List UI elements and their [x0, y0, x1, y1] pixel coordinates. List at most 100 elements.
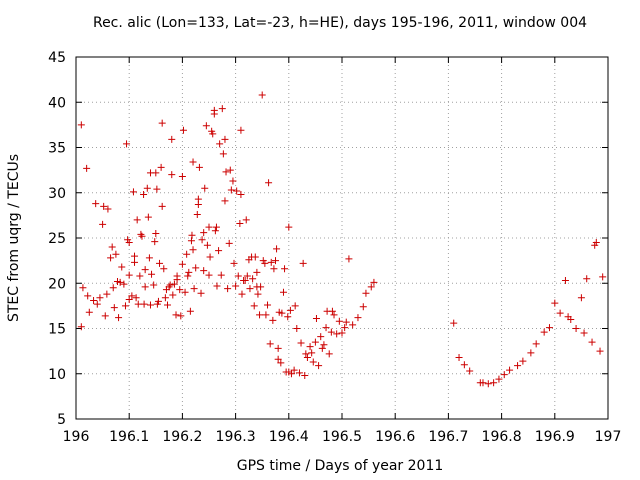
data-point — [287, 307, 294, 314]
data-point — [94, 301, 101, 308]
data-point — [92, 200, 99, 207]
data-point — [599, 273, 606, 280]
data-point — [109, 244, 116, 251]
data-point — [581, 330, 588, 337]
data-point — [99, 221, 106, 228]
data-point — [293, 325, 300, 332]
data-point — [177, 312, 184, 319]
data-point — [490, 379, 497, 386]
data-point — [213, 282, 220, 289]
data-point — [257, 283, 264, 290]
x-tick-label: 196.1 — [109, 429, 149, 445]
data-point — [238, 291, 245, 298]
data-point — [134, 216, 141, 223]
data-point — [557, 310, 564, 317]
data-point — [331, 311, 338, 318]
y-tick-label: 45 — [48, 50, 66, 66]
data-point — [272, 257, 279, 264]
data-point — [485, 380, 492, 387]
data-point — [146, 254, 153, 261]
data-point — [285, 224, 292, 231]
data-point — [152, 230, 159, 237]
data-point — [267, 340, 274, 347]
data-point — [254, 291, 261, 298]
y-tick-label: 5 — [57, 412, 66, 428]
data-point — [79, 284, 86, 291]
data-point — [211, 111, 218, 118]
data-point — [268, 259, 275, 266]
data-point — [207, 254, 214, 261]
data-point — [184, 273, 191, 280]
data-point — [179, 261, 186, 268]
data-point — [450, 320, 457, 327]
data-point — [317, 333, 324, 340]
x-tick-label: 196.5 — [322, 429, 362, 445]
data-point — [187, 308, 194, 315]
data-point — [292, 302, 299, 309]
data-point — [220, 150, 227, 157]
data-point — [206, 272, 213, 279]
data-point — [90, 297, 97, 304]
data-point — [213, 224, 220, 231]
data-point — [546, 324, 553, 331]
data-point — [275, 345, 282, 352]
data-point — [265, 179, 272, 186]
data-point — [323, 324, 330, 331]
data-point — [174, 273, 181, 280]
data-point — [86, 309, 93, 316]
data-point — [280, 289, 287, 296]
data-point — [185, 269, 192, 276]
data-point — [336, 318, 343, 325]
data-point — [204, 242, 211, 249]
data-point — [597, 348, 604, 355]
x-tick-label: 196.7 — [428, 429, 468, 445]
data-point — [231, 260, 238, 267]
x-tick-label: 196.3 — [216, 429, 256, 445]
data-point — [141, 301, 148, 308]
data-point — [102, 312, 109, 319]
data-point — [237, 127, 244, 134]
data-point — [159, 120, 166, 127]
data-point — [78, 323, 85, 330]
data-point — [589, 339, 596, 346]
data-point — [246, 285, 253, 292]
data-point — [273, 245, 280, 252]
data-point — [312, 339, 319, 346]
x-axis-label: GPS time / Days of year 2011 — [237, 458, 444, 474]
data-point — [310, 358, 317, 365]
data-point — [229, 177, 236, 184]
data-point — [188, 232, 195, 239]
data-point — [122, 302, 129, 309]
data-point — [144, 185, 151, 192]
data-point — [302, 350, 309, 357]
grid-lines — [76, 57, 608, 419]
data-point — [151, 238, 158, 245]
data-point — [233, 187, 240, 194]
data-point — [158, 164, 165, 171]
data-point — [221, 197, 228, 204]
data-point — [308, 349, 315, 356]
data-point — [168, 171, 175, 178]
y-tick-label: 40 — [48, 95, 66, 111]
x-tick-label: 196.2 — [162, 429, 202, 445]
data-point — [216, 140, 223, 147]
data-point — [96, 294, 103, 301]
data-point — [259, 92, 266, 99]
data-point — [148, 271, 155, 278]
data-point — [256, 311, 263, 318]
y-axis-label: STEC from uqrg / TECUs — [6, 154, 22, 322]
data-point — [551, 300, 558, 307]
y-tick-label: 35 — [48, 141, 66, 157]
data-point — [191, 285, 198, 292]
data-point — [145, 214, 152, 221]
data-point — [349, 321, 356, 328]
data-point — [320, 341, 327, 348]
x-tick-label: 196.8 — [482, 429, 522, 445]
data-point — [253, 269, 260, 276]
data-point — [319, 345, 326, 352]
data-point — [180, 127, 187, 134]
data-point — [360, 303, 367, 310]
y-tick-label: 20 — [48, 276, 66, 292]
data-point — [131, 253, 138, 260]
